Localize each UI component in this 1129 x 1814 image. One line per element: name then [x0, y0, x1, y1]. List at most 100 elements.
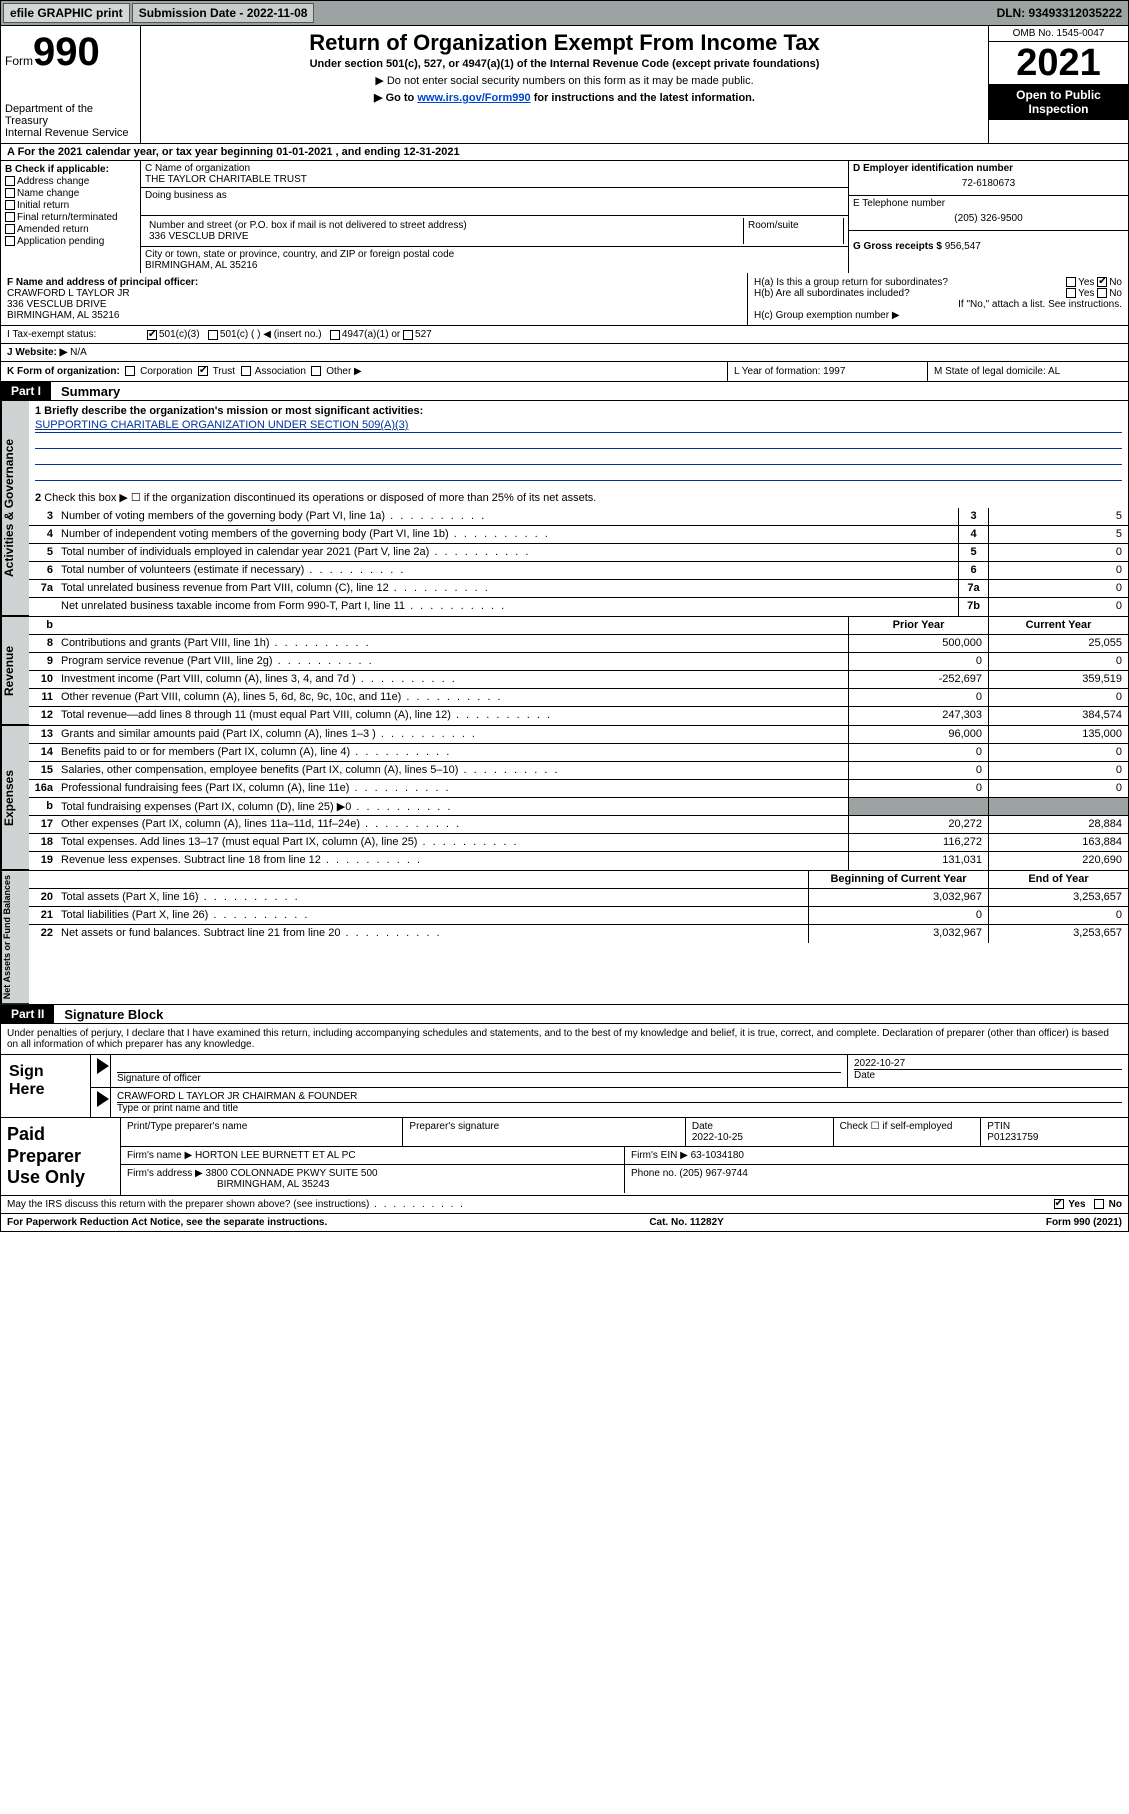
chk-assoc[interactable]	[241, 366, 251, 376]
chk-final-return[interactable]	[5, 212, 15, 222]
line2-block: 2 Check this box ▶ ☐ if the organization…	[29, 487, 1128, 508]
prior-val: 131,031	[848, 852, 988, 870]
prior-val: 20,272	[848, 816, 988, 833]
chk-corp[interactable]	[125, 366, 135, 376]
gross-value: 956,547	[945, 241, 981, 252]
gov-line: Net unrelated business taxable income fr…	[29, 598, 1128, 616]
line-num: b	[29, 798, 57, 815]
data-line: 10 Investment income (Part VIII, column …	[29, 671, 1128, 689]
current-val: 0	[988, 762, 1128, 779]
col-c: C Name of organization THE TAYLOR CHARIT…	[141, 161, 848, 273]
line-val: 0	[988, 544, 1128, 561]
lbl-name-change: Name change	[17, 188, 79, 199]
prior-val: 0	[848, 653, 988, 670]
discuss-yes: Yes	[1068, 1199, 1085, 1210]
chk-hb-no[interactable]	[1097, 288, 1107, 298]
data-line: 11 Other revenue (Part VIII, column (A),…	[29, 689, 1128, 707]
form-header-mid: Return of Organization Exempt From Incom…	[141, 26, 988, 143]
footer-mid: Cat. No. 11282Y	[649, 1217, 723, 1228]
l-year: L Year of formation: 1997	[728, 362, 928, 381]
tax-year: 2021	[989, 42, 1128, 84]
ha-no: No	[1109, 277, 1122, 288]
city-label: City or town, state or province, country…	[145, 249, 844, 260]
chk-trust[interactable]	[198, 366, 208, 376]
line-desc: Professional fundraising fees (Part IX, …	[57, 780, 848, 797]
i-501c: 501(c) ( ) ◀ (insert no.)	[220, 329, 322, 340]
firm-ein-label: Firm's EIN ▶	[631, 1150, 688, 1161]
chk-hb-yes[interactable]	[1066, 288, 1076, 298]
gross-label: G Gross receipts $	[853, 241, 942, 252]
row-klm: K Form of organization: Corporation Trus…	[0, 362, 1129, 382]
line-num: 13	[29, 726, 57, 743]
form-note-link: ▶ Go to www.irs.gov/Form990 for instruct…	[145, 91, 984, 104]
chk-discuss-no[interactable]	[1094, 1199, 1104, 1209]
prior-val: 3,032,967	[808, 889, 988, 906]
hb-label: H(b) Are all subordinates included?	[754, 288, 910, 299]
current-val: 359,519	[988, 671, 1128, 688]
irs-label: Internal Revenue Service	[5, 127, 136, 139]
chk-501c3[interactable]	[147, 330, 157, 340]
data-line: 21 Total liabilities (Part X, line 26) 0…	[29, 907, 1128, 925]
chk-address-change[interactable]	[5, 176, 15, 186]
chk-ha-yes[interactable]	[1066, 277, 1076, 287]
arrow-icon	[97, 1058, 109, 1074]
firm-addr-label: Firm's address ▶	[127, 1168, 203, 1179]
current-val: 0	[988, 780, 1128, 797]
chk-discuss-yes[interactable]	[1054, 1199, 1064, 1209]
line-desc: Revenue less expenses. Subtract line 18 …	[57, 852, 848, 870]
line-desc: Total unrelated business revenue from Pa…	[57, 580, 958, 597]
chk-amended[interactable]	[5, 224, 15, 234]
part2-tag: Part II	[1, 1005, 54, 1023]
f-name: CRAWFORD L TAYLOR JR	[7, 288, 741, 299]
form-title: Return of Organization Exempt From Incom…	[145, 30, 984, 56]
sign-here-label: Sign Here	[1, 1055, 91, 1117]
current-val: 0	[988, 907, 1128, 924]
line-num: 19	[29, 852, 57, 870]
j-label: J Website: ▶	[7, 347, 67, 358]
chk-ha-no[interactable]	[1097, 277, 1107, 287]
section-fgh: F Name and address of principal officer:…	[0, 273, 1129, 326]
data-line: 18 Total expenses. Add lines 13–17 (must…	[29, 834, 1128, 852]
submission-date: Submission Date - 2022-11-08	[132, 3, 315, 23]
chk-4947[interactable]	[330, 330, 340, 340]
prior-val: 0	[808, 907, 988, 924]
city-value: BIRMINGHAM, AL 35216	[145, 260, 844, 271]
line-num: 17	[29, 816, 57, 833]
current-val: 3,253,657	[988, 889, 1128, 906]
efile-print-button[interactable]: efile GRAPHIC print	[3, 3, 130, 23]
briefly-label: 1 Briefly describe the organization's mi…	[35, 405, 423, 417]
col-d: D Employer identification number 72-6180…	[848, 161, 1128, 273]
rev-section: Revenue b Prior Year Current Year 8 Cont…	[0, 617, 1129, 726]
current-val: 220,690	[988, 852, 1128, 870]
line-num: 9	[29, 653, 57, 670]
data-line: 12 Total revenue—add lines 8 through 11 …	[29, 707, 1128, 725]
phone-label: E Telephone number	[853, 198, 1124, 209]
gov-section: Activities & Governance 1 Briefly descri…	[0, 401, 1129, 617]
line-box: 4	[958, 526, 988, 543]
line-val: 0	[988, 598, 1128, 616]
line-desc: Program service revenue (Part VIII, line…	[57, 653, 848, 670]
firm-addr1: 3800 COLONNADE PKWY SUITE 500	[206, 1168, 378, 1179]
m-state: M State of legal domicile: AL	[928, 362, 1128, 381]
firm-label: Firm's name ▶	[127, 1150, 192, 1161]
line-desc: Number of voting members of the governin…	[57, 508, 958, 525]
line-num	[29, 598, 57, 616]
prior-val: 3,032,967	[808, 925, 988, 943]
chk-app-pending[interactable]	[5, 236, 15, 246]
discuss-no: No	[1109, 1199, 1122, 1210]
prior-val: 0	[848, 762, 988, 779]
na-hdr-current: End of Year	[988, 871, 1128, 888]
lbl-initial-return: Initial return	[17, 200, 69, 211]
form990-link[interactable]: www.irs.gov/Form990	[417, 92, 530, 104]
sig-officer-label: Signature of officer	[117, 1072, 841, 1084]
mission-text: SUPPORTING CHARITABLE ORGANIZATION UNDER…	[35, 419, 1122, 433]
vtab-rev: Revenue	[1, 617, 29, 725]
chk-initial-return[interactable]	[5, 200, 15, 210]
chk-501c[interactable]	[208, 330, 218, 340]
vtab-exp: Expenses	[1, 726, 29, 870]
chk-527[interactable]	[403, 330, 413, 340]
line-box: 7b	[958, 598, 988, 616]
sign-here-block: Sign Here Signature of officer 2022-10-2…	[0, 1055, 1129, 1118]
chk-name-change[interactable]	[5, 188, 15, 198]
chk-other[interactable]	[311, 366, 321, 376]
